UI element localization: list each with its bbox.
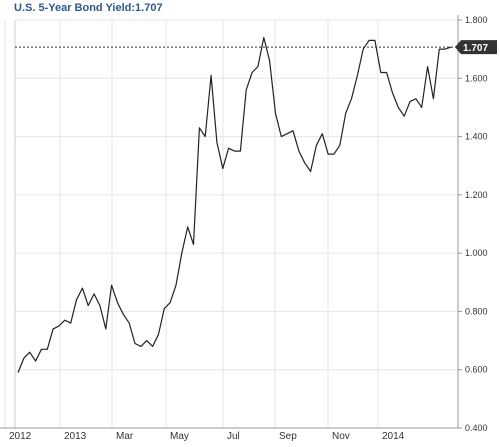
yield-series-line xyxy=(17,36,452,373)
x-tick-label: 2012 xyxy=(9,431,32,442)
current-value-badge-shape xyxy=(455,40,497,55)
chart-title: U.S. 5-Year Bond Yield:1.707 xyxy=(14,2,163,14)
y-tick-label: 1.800 xyxy=(465,15,488,25)
grid xyxy=(4,19,462,429)
x-tick-label: Nov xyxy=(332,431,350,442)
current-value-label: 1.707 xyxy=(463,43,488,54)
x-tick-label: May xyxy=(170,431,189,442)
y-axis-labels: 0.400 0.600 0.800 1.000 1.200 1.400 1.600 1.800 xyxy=(465,15,488,433)
y-tick-label: 0.800 xyxy=(465,306,488,316)
current-value-badge: 1.707 xyxy=(455,40,497,55)
x-tick-label: Mar xyxy=(116,431,134,442)
y-tick-label: 1.000 xyxy=(465,248,488,258)
x-tick-label: Jul xyxy=(227,431,240,442)
x-tick-label: 2013 xyxy=(64,431,87,442)
x-tick-label: Sep xyxy=(279,431,297,442)
y-tick-label: 1.400 xyxy=(465,132,488,142)
y-tick-label: 1.600 xyxy=(465,73,488,83)
y-tick-label: 0.600 xyxy=(465,365,488,375)
y-tick-label: 1.200 xyxy=(465,190,488,200)
x-axis-labels: 2012 2013 Mar May Jul Sep Nov 2014 xyxy=(9,431,405,442)
y-tick-label: 0.400 xyxy=(465,423,488,433)
x-tick-label: 2014 xyxy=(382,431,405,442)
